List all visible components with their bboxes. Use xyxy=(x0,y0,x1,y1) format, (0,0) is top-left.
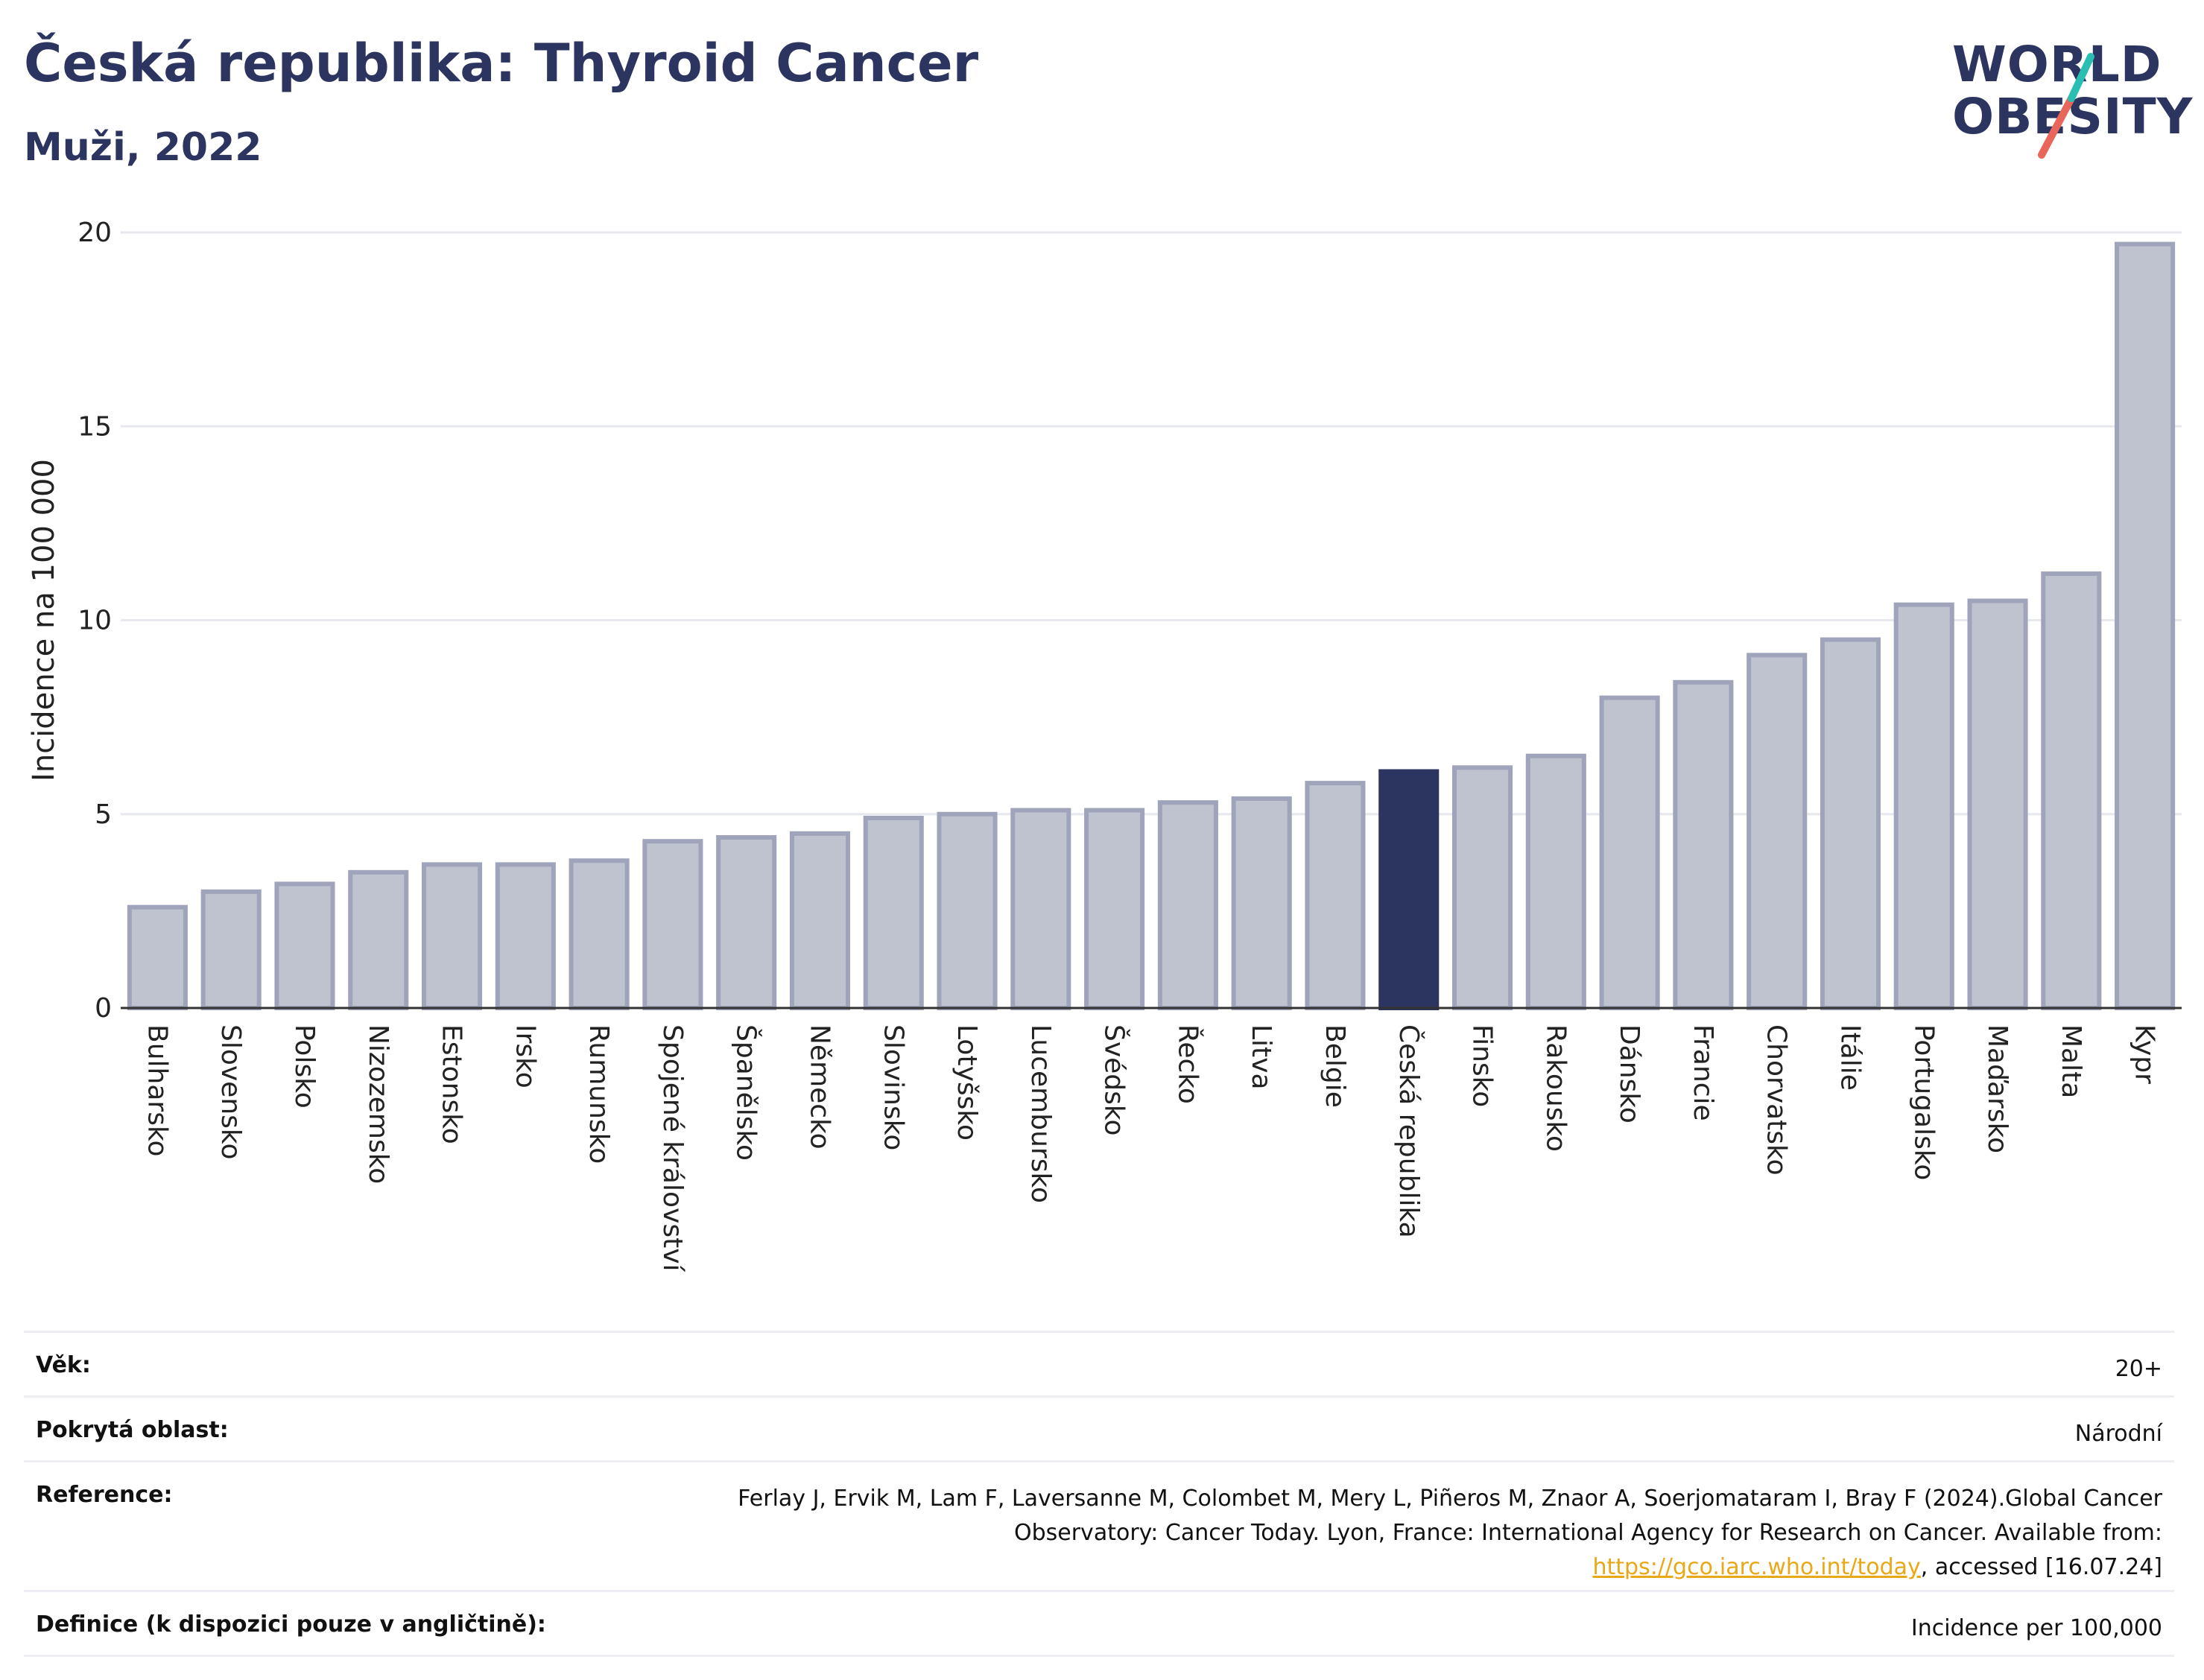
bar xyxy=(1084,808,1145,1010)
bar xyxy=(1525,753,1586,1010)
x-tick-label: Kypr xyxy=(2129,1024,2160,1084)
age-value: 20+ xyxy=(2115,1356,2162,1382)
definition-value: Incidence per 100,000 xyxy=(1910,1615,2162,1641)
bar xyxy=(937,811,998,1010)
logo-line-1: WORLD xyxy=(1952,36,2162,93)
x-tick-label: Lotyšsko xyxy=(951,1024,982,1141)
bar xyxy=(1378,769,1440,1010)
x-tick-label: Finsko xyxy=(1467,1024,1498,1107)
x-tick-label: Spojené království xyxy=(657,1024,688,1272)
x-tick-label: Lucembursko xyxy=(1025,1024,1056,1203)
bar xyxy=(1305,781,1366,1010)
bar xyxy=(1747,653,1808,1010)
bar xyxy=(1599,695,1660,1010)
bar xyxy=(863,815,924,1011)
x-tick-label: Nizozemsko xyxy=(363,1024,393,1184)
bar xyxy=(789,831,851,1011)
y-tick-label: 0 xyxy=(95,993,112,1024)
x-tick-label: Rumunsko xyxy=(583,1024,614,1164)
x-tick-label: Estonsko xyxy=(437,1024,467,1144)
x-tick-label: Rakousko xyxy=(1540,1024,1571,1152)
reference-text-end: , accessed [16.07.24] xyxy=(1920,1554,2162,1580)
bar xyxy=(1893,602,1954,1010)
x-tick-label: Bulharsko xyxy=(142,1024,172,1157)
chart-title: Česká republika: Thyroid Cancer xyxy=(24,33,979,94)
definition-label: Definice (k dispozici pouze v angličtině… xyxy=(36,1611,546,1638)
bar xyxy=(421,862,483,1010)
y-tick-label: 20 xyxy=(77,218,112,248)
x-tick-label: Malta xyxy=(2056,1024,2086,1098)
x-tick-label: Francie xyxy=(1688,1024,1718,1121)
meta-row-coverage: Pokrytá oblast: Národní xyxy=(24,1395,2174,1460)
x-tick-label: Slovensko xyxy=(215,1024,246,1160)
x-tick-label: Německo xyxy=(804,1024,835,1150)
bar xyxy=(716,834,777,1010)
metadata-table: Věk: 20+ Pokrytá oblast: Národní Referen… xyxy=(24,1331,2174,1657)
y-tick-label: 5 xyxy=(95,799,112,830)
x-tick-label: Dánsko xyxy=(1614,1024,1644,1123)
y-tick-label: 10 xyxy=(77,606,112,636)
reference-link[interactable]: https://gco.iarc.who.int/today xyxy=(1592,1554,1921,1580)
bar xyxy=(642,839,703,1010)
bar xyxy=(1673,679,1734,1011)
x-tick-label: Chorvatsko xyxy=(1761,1024,1792,1176)
bar xyxy=(1820,637,1881,1011)
x-tick-label: Švédsko xyxy=(1099,1024,1130,1136)
reference-value: Ferlay J, Ervik M, Lam F, Laversanne M, … xyxy=(672,1482,2162,1590)
reference-text: Ferlay J, Ervik M, Lam F, Laversanne M, … xyxy=(738,1486,2162,1546)
bar xyxy=(1967,598,2028,1010)
x-tick-label: Irsko xyxy=(510,1024,540,1088)
coverage-value: Národní xyxy=(2074,1421,2162,1447)
x-tick-label: Portugalsko xyxy=(1908,1024,1939,1180)
x-tick-label: Řecko xyxy=(1172,1024,1203,1104)
world-obesity-logo: WORLD OBESITY xyxy=(1945,30,2192,164)
chart-subtitle: Muži, 2022 xyxy=(24,125,262,170)
x-tick-label: Slovinsko xyxy=(878,1024,908,1150)
bar xyxy=(1157,800,1218,1010)
coverage-label: Pokrytá oblast: xyxy=(36,1417,229,1443)
bar xyxy=(127,904,188,1010)
bar xyxy=(2115,241,2176,1011)
y-axis-label: Incidence na 100 000 xyxy=(27,459,61,782)
bar xyxy=(1451,765,1513,1010)
bar xyxy=(200,889,262,1010)
meta-row-definition: Definice (k dispozici pouze v angličtině… xyxy=(24,1590,2174,1657)
bar xyxy=(1231,796,1292,1010)
x-tick-label: Maďarsko xyxy=(1982,1024,2013,1153)
x-tick-label: Litva xyxy=(1246,1024,1276,1090)
x-tick-label: Polsko xyxy=(289,1024,320,1109)
bar xyxy=(2041,571,2102,1011)
y-tick-label: 15 xyxy=(77,411,112,442)
x-tick-label: Španělsko xyxy=(731,1024,762,1161)
logo-slash-icon xyxy=(2038,53,2094,159)
bar-chart: 0 5 10 15 20 Incidence na 100 000 Bulharsko Slo… xyxy=(27,218,2182,1272)
bar xyxy=(1010,808,1071,1010)
bar xyxy=(569,858,630,1011)
x-tick-label: Česká republika xyxy=(1393,1024,1425,1238)
x-tick-label: Belgie xyxy=(1320,1024,1350,1108)
bar xyxy=(495,862,556,1010)
meta-row-reference: Reference: Ferlay J, Ervik M, Lam F, Lav… xyxy=(24,1460,2174,1590)
x-tick-label: Itálie xyxy=(1834,1024,1865,1091)
meta-row-age: Věk: 20+ xyxy=(24,1331,2174,1395)
bar xyxy=(274,881,335,1010)
bar xyxy=(348,869,409,1011)
age-label: Věk: xyxy=(36,1352,91,1378)
reference-label: Reference: xyxy=(36,1482,173,1508)
